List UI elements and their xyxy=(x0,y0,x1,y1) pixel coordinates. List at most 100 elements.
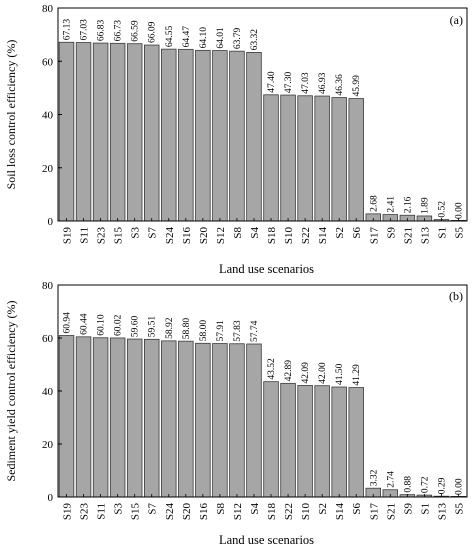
panel-b-bar-s12 xyxy=(229,343,245,498)
panel-a-x-ticks: S19 S11 S23 S15 S3 S7 S24 S16 S20 S12 S8 S4 S18 S10 S2… xyxy=(62,227,466,245)
panel-b-y-axis-title: Sediment yield control efficiency (%) xyxy=(4,300,18,481)
panel-a-x-tick-label: S15 xyxy=(113,227,125,245)
panel-b-bar-s11 xyxy=(92,337,109,498)
panel-a-x-tick-label: S2 xyxy=(334,227,346,239)
panel-b-value-label: 60.10 xyxy=(97,314,107,336)
panel-b-bar-s2 xyxy=(314,385,330,498)
panel-a-x-tick-label: S22 xyxy=(300,227,312,244)
panel-a-value-label: 63.79 xyxy=(233,28,243,50)
panel-b-bar-s4 xyxy=(246,343,262,498)
panel-a-y-tick-label: 80 xyxy=(42,3,54,15)
panel-b-value-label: 42.89 xyxy=(284,360,294,382)
panel-a-x-tick-label: S10 xyxy=(283,227,295,245)
panel-a-bar-s22 xyxy=(297,95,313,222)
panel-b-x-tick-label: S11 xyxy=(96,503,108,520)
panel-a-label: (a) xyxy=(450,13,463,27)
panel-a-value-label: 2.16 xyxy=(403,196,413,213)
panel-b-value-label: 60.44 xyxy=(80,313,90,335)
panel-a-value-label: 67.03 xyxy=(80,19,90,41)
panel-a-value-label: 47.40 xyxy=(267,71,277,93)
panel-b-x-tick-label: S19 xyxy=(62,503,74,521)
panel-b-x-tick-label: S3 xyxy=(113,503,125,515)
panel-a-x-tick-label: S4 xyxy=(249,227,261,239)
panel-a-bar-s6 xyxy=(348,98,364,222)
panel-a-value-label: 66.83 xyxy=(97,19,107,41)
panel-a-x-tick-label: S17 xyxy=(368,227,380,245)
panel-b-y-tick-label: 20 xyxy=(42,439,54,451)
panel-a-bar-s12 xyxy=(212,50,228,222)
panel-b-bar-s14 xyxy=(331,386,347,498)
panel-b-x-tick-label: S14 xyxy=(334,503,346,521)
panel-a-value-label: 47.30 xyxy=(284,71,294,93)
panel-b-value-label: 0.72 xyxy=(420,476,430,493)
panel-b-x-tick-label: S4 xyxy=(249,503,261,515)
panel-a-value-label: 66.73 xyxy=(114,20,124,42)
panel-a-x-tick-label: S7 xyxy=(147,227,159,239)
panel-b-x-tick-label: S24 xyxy=(164,503,176,521)
panel-a-bar-s4 xyxy=(246,52,262,222)
panel-b-x-tick-label: S15 xyxy=(130,503,142,521)
panel-b-bar-s7 xyxy=(143,338,160,498)
panel-a-y-tick-label: 60 xyxy=(42,56,54,68)
panel-b-x-tick-label: S7 xyxy=(147,503,159,515)
panel-b-bar-s20 xyxy=(178,340,194,498)
panel-a-value-label: 67.13 xyxy=(63,19,73,41)
panel-b-x-axis-title: Land use scenarios xyxy=(219,533,314,547)
panel-b-x-ticks: S19 S23 S11 S3 S15 S7 S24 S20 S16 S8 S12 S4 S18 S22 S1… xyxy=(62,503,466,521)
panel-a-value-label: 64.55 xyxy=(165,26,175,48)
panel-a-x-tick-label: S13 xyxy=(419,227,431,245)
panel-b-bar-s18 xyxy=(263,381,279,498)
panel-a-bar-s20 xyxy=(195,49,211,222)
panel-b-x-tick-label: S21 xyxy=(385,503,397,520)
panel-a-value-label: 63.32 xyxy=(250,29,260,51)
panel-a-x-tick-label: S23 xyxy=(96,227,108,245)
panel-b-bar-s22 xyxy=(280,382,296,498)
panel-b-value-label: 41.29 xyxy=(352,364,362,386)
panel-b-value-label: 58.80 xyxy=(182,318,192,340)
panel-a-value-label: 46.36 xyxy=(335,74,345,96)
panel-a-value-label: 46.93 xyxy=(318,72,328,94)
panel-b-bar-s8 xyxy=(212,343,228,498)
panel-b-x-tick-label: S12 xyxy=(232,503,244,520)
panel-b-x-tick-label: S16 xyxy=(198,503,210,521)
panel-a-x-tick-label: S8 xyxy=(232,227,244,239)
panel-b-axes xyxy=(57,284,468,498)
panel-a-bar-s11 xyxy=(75,42,92,222)
panel-a-bar-s14 xyxy=(314,95,330,222)
panel-a-x-tick-label: S21 xyxy=(402,227,414,244)
panel-a-value-label: 64.47 xyxy=(182,26,192,48)
panel-b-value-label: 3.32 xyxy=(369,469,379,486)
panel-a-value-label: 66.09 xyxy=(148,21,158,43)
panel-a-x-tick-label: S3 xyxy=(130,227,142,239)
panel-b-x-tick-label: S9 xyxy=(402,503,414,515)
panel-a-x-tick-label: S12 xyxy=(215,227,227,244)
panel-b-x-tick-label: S22 xyxy=(283,503,295,520)
panel-b-y-ticks: 0 20 40 60 80 xyxy=(42,280,54,504)
panel-b-value-label: 0.00 xyxy=(454,478,464,495)
panel-a-x-tick-label: S5 xyxy=(453,227,465,239)
panel-a-x-tick-label: S20 xyxy=(198,227,210,245)
panel-b-value-label: 60.94 xyxy=(63,312,73,334)
panel-b-value-label: 2.74 xyxy=(386,471,396,488)
panel-b-value-label: 42.00 xyxy=(318,362,328,384)
panel-b-value-label: 57.91 xyxy=(216,320,226,342)
panel-b-bar-s19 xyxy=(58,335,75,498)
panel-b-x-tick-label: S17 xyxy=(368,503,380,521)
panel-a-x-tick-label: S24 xyxy=(164,227,176,245)
panel-b-y-tick-label: 80 xyxy=(42,280,54,292)
panel-a-x-tick-label: S14 xyxy=(317,227,329,245)
panel-a-value-label: 1.89 xyxy=(420,197,430,214)
panel-b-bar-s15 xyxy=(126,338,143,498)
panel-b-bar-s3 xyxy=(109,337,126,498)
panel-a-value-label: 2.68 xyxy=(369,195,379,212)
panel-b-value-label: 58.92 xyxy=(165,317,175,339)
panel-a-value-label: 47.03 xyxy=(301,72,311,94)
panel-b-x-tick-label: S1 xyxy=(419,503,431,515)
panel-a-soil-loss-chart: 67.13 67.03 66.83 66.73 66.59 66.09 64.55 64.47… xyxy=(4,3,468,276)
panel-a-value-labels: 67.13 67.03 66.83 66.73 66.59 66.09 64.55 64.47… xyxy=(63,19,465,219)
panel-b-x-tick-label: S10 xyxy=(300,503,312,521)
panel-b-x-tick-label: S6 xyxy=(351,503,363,515)
panel-a-y-tick-label: 0 xyxy=(48,216,54,228)
panel-b-value-label: 59.51 xyxy=(148,316,158,338)
